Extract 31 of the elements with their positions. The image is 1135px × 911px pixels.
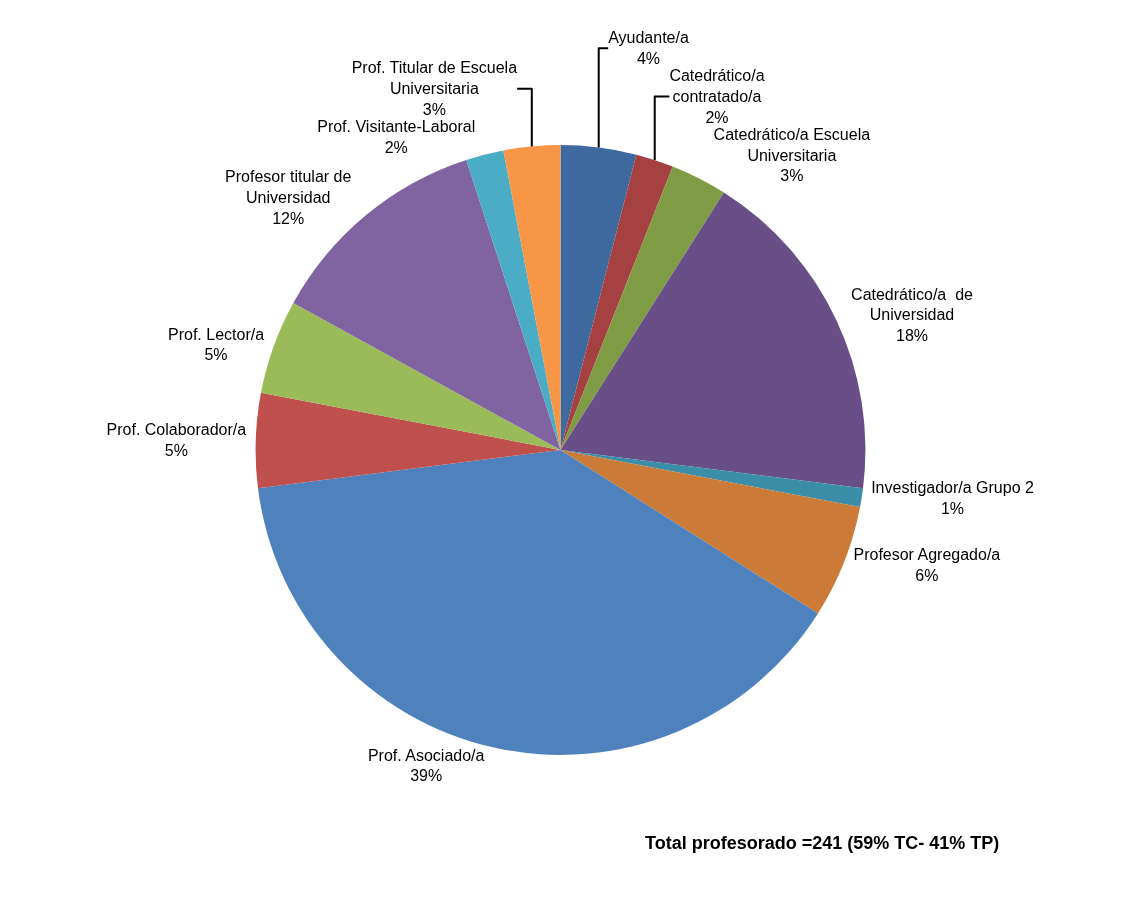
pie-slice <box>466 150 561 450</box>
data-label: 3% <box>422 101 446 118</box>
pie-slice <box>560 154 673 450</box>
data-label: 5% <box>204 346 228 364</box>
pie-slice <box>255 392 561 489</box>
data-label: 5% <box>164 442 188 460</box>
data-label: 12% <box>272 209 305 227</box>
data-label: 6% <box>915 566 939 584</box>
slice-label: Prof. Lector/a <box>167 325 265 343</box>
data-label: 2% <box>384 138 408 156</box>
data-label: 2% <box>705 108 729 126</box>
data-label: 4% <box>636 50 661 68</box>
slice-label: Catedrático/a Escuela Universitaria <box>713 125 871 164</box>
pie-slice <box>560 449 864 508</box>
slice-label: Prof. Visitante-Laboral <box>317 118 476 135</box>
data-label: 1% <box>940 500 965 518</box>
data-label: 18% <box>895 327 929 345</box>
slice-label: Profesor titular de Universidad <box>225 168 352 207</box>
pie-slice <box>503 145 561 450</box>
data-label: 3% <box>780 167 804 185</box>
slice-label: Prof. Asociado/a <box>367 746 485 764</box>
text: Total profesorado =241 (59% TC- 41% TP) <box>645 833 1000 853</box>
slice-label: Profesor Agregado/a <box>853 545 1001 563</box>
slice-label: Ayudante/a <box>608 29 689 47</box>
data-label: 39% <box>410 767 443 785</box>
slice-label: Catedrático/a contratado/a <box>669 67 765 105</box>
slice-label: Prof. Titular de Escuela Universitaria <box>351 59 518 98</box>
slice-label: Catedrático/a de Universidad <box>851 285 974 324</box>
slice-label: Prof. Colaborador/a <box>106 421 247 439</box>
pie-slice <box>560 166 724 450</box>
slice-label: Investigador/a Grupo 2 <box>871 479 1034 497</box>
